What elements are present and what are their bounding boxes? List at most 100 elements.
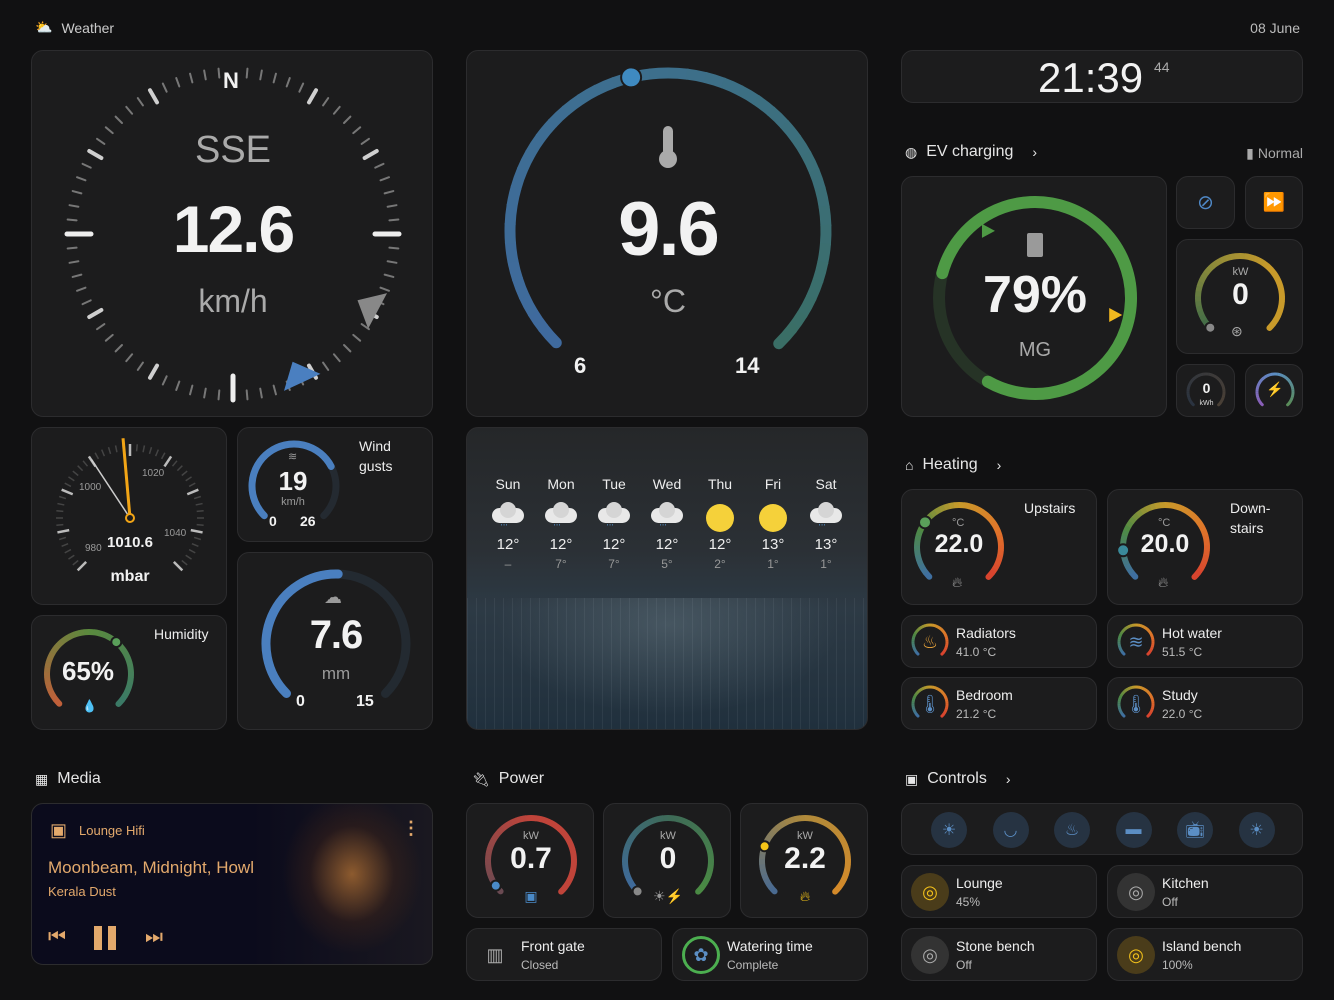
compass-tick (71, 190, 83, 195)
ev-power-card[interactable]: kW 0 ⊛ (1176, 239, 1303, 354)
compass-tick (96, 323, 106, 331)
pressure-tick (196, 523, 204, 526)
ev-solar-card[interactable]: ⚡ (1245, 364, 1303, 417)
thermostat-arc (920, 567, 929, 575)
humidity-arc (115, 697, 125, 707)
scene-tv-button[interactable]: 📺︎ (1177, 812, 1213, 848)
power-arc (505, 819, 514, 828)
forecast-card[interactable]: Sun ''' 12° – Mon ''' 12° 7° Tue ''' 12° 7° Wed ''' 12… (466, 427, 868, 730)
light-tile[interactable]: ◎ Island bench 100% (1107, 928, 1303, 981)
forecast-day[interactable]: Tue ''' 12° 7° (587, 476, 641, 571)
track-title: Moonbeam, Midnight, Howl (48, 858, 254, 877)
power-arc (695, 884, 705, 895)
power-arc (765, 881, 774, 890)
forecast-day[interactable]: Sat ''' 13° 1° (799, 476, 853, 571)
ceiling-light-icon[interactable]: ◎ (1117, 873, 1155, 911)
thermostat-arc (1174, 503, 1181, 511)
watering-time-tile[interactable]: ✿ Watering time Complete (672, 928, 868, 981)
rain-icon: ''' (651, 502, 683, 531)
thermostat-upstairs[interactable]: °C 22.0 🔥︎ Upstairs (901, 489, 1097, 605)
compass-tick (379, 286, 390, 292)
scene-sunrise-button[interactable]: ☀ (931, 812, 967, 848)
heating-section-header[interactable]: ⌂ Heating › (905, 456, 1001, 474)
scene-cake-button[interactable]: ♨ (1054, 812, 1090, 848)
room-temp: 41.0 °C (956, 645, 997, 659)
more-options-icon[interactable]: ⋮ (402, 818, 420, 838)
scene-sunset-button[interactable]: ☀ (1238, 812, 1275, 848)
temperature-arc (525, 133, 546, 157)
weather-title: Weather (61, 19, 115, 36)
forecast-day[interactable]: Wed ''' 12° 5° (640, 476, 694, 571)
rain-card[interactable]: ☁ 7.6 mm 0 15 (237, 552, 433, 730)
fast-forward-button[interactable]: ⏩ (1245, 176, 1303, 229)
power-arc (823, 820, 831, 828)
front-gate-tile[interactable]: ▥ Front gate Closed (466, 928, 662, 981)
ev-energy-card[interactable]: 0 kWh (1176, 364, 1235, 417)
pressure-tick (56, 510, 64, 513)
power-gauge-card[interactable]: kW 0.7 ▣ (466, 803, 594, 918)
forecast-day[interactable]: Sun ''' 12° – (481, 476, 535, 571)
scene-dining-button[interactable]: ◡ (992, 812, 1029, 848)
thermostat-arc (994, 559, 1002, 567)
compass-tick (322, 361, 330, 371)
room-tile[interactable]: 🌡︎ Bedroom 21.2 °C (901, 677, 1097, 730)
mode-icon: ▮ (1246, 145, 1254, 161)
humidity-card[interactable]: 65% 💧 Humidity (31, 615, 227, 730)
humidity-arc (46, 685, 54, 693)
media-player-card[interactable]: ▣ Lounge Hifi ⋮ Moonbeam, Midnight, Howl… (31, 803, 433, 965)
room-tile[interactable]: 🌡︎ Study 22.0 °C (1107, 677, 1303, 730)
weather-section-header: ⛅ Weather (35, 19, 114, 36)
ev-mode[interactable]: ▮ Normal (1246, 145, 1303, 162)
thermostat-arc (990, 520, 999, 529)
ceiling-light-icon[interactable]: ◎ (911, 936, 949, 974)
pressure-tick (142, 445, 146, 453)
chevron-right-icon: › (1005, 771, 1011, 787)
room-tile[interactable]: ♨ Radiators 41.0 °C (901, 615, 1097, 668)
temperature-card[interactable]: 9.6 °C 6 14 (466, 50, 868, 417)
ev-section-header[interactable]: ◍ EV charging › (905, 143, 1037, 161)
ceiling-light-icon[interactable]: ◎ (911, 873, 949, 911)
forecast-day[interactable]: Fri 13° 1° (746, 476, 800, 571)
next-track-button[interactable]: ⏭ (145, 926, 163, 948)
thermostat-arc (917, 562, 926, 571)
room-temp: 22.0 °C (1162, 707, 1203, 721)
stop-charging-button[interactable]: ⊘ (1176, 176, 1235, 229)
pause-button[interactable] (94, 926, 116, 950)
light-tile[interactable]: ◎ Kitchen Off (1107, 865, 1303, 918)
controls-section-header[interactable]: ▣ Controls › (905, 770, 1010, 788)
thermostat-downstairs[interactable]: °C 20.0 🔥︎ Down- stairs (1107, 489, 1303, 605)
ev-solar-arc (1255, 395, 1260, 399)
room-name: Hot water (1162, 625, 1222, 641)
light-tile[interactable]: ◎ Lounge 45% (901, 865, 1097, 918)
thermometer-icon: 🌡︎ (1124, 693, 1148, 714)
wind-compass-card[interactable]: SSE 12.6 km/h N (31, 50, 433, 417)
pressure-tick (68, 554, 75, 560)
temperature-arc (535, 118, 557, 142)
tile-state: Closed (521, 958, 559, 972)
forecast-low: 5° (661, 557, 673, 571)
previous-track-button[interactable]: ⏮ (48, 926, 66, 948)
forecast-day[interactable]: Thu 12° 2° (693, 476, 747, 571)
forecast-day[interactable]: Mon ''' 12° 7° (534, 476, 588, 571)
ev-plug-icon: ⊛ (1231, 323, 1243, 339)
pressure-card[interactable]: 1010.6 mbar 980 1000 1020 1040 (31, 427, 227, 605)
pressure-tick (61, 488, 74, 496)
forecast-day-name: Sat (815, 476, 837, 492)
thermostat-arc (1190, 512, 1199, 521)
ev-energy-arc (1199, 372, 1203, 377)
ev-battery-card[interactable]: 79% MG (901, 176, 1167, 417)
scene-sofa-button[interactable]: ▬ (1115, 812, 1152, 848)
room-tile[interactable]: ≋ Hot water 51.5 °C (1107, 615, 1303, 668)
compass-tick (136, 97, 144, 107)
light-tile[interactable]: ◎ Stone bench Off (901, 928, 1097, 981)
forecast-low: 2° (714, 557, 726, 571)
power-gauge-card[interactable]: kW 0 ☀⚡ (603, 803, 731, 918)
ev-battery-percent: 79% (982, 266, 1088, 324)
compass-tick (388, 218, 400, 222)
ceiling-light-icon[interactable]: ◎ (1117, 936, 1155, 974)
power-gauge-card[interactable]: kW 2.2 🔥︎ (740, 803, 868, 918)
wind-gusts-card[interactable]: ≋ 19 km/h 0 26 Wind gusts (237, 427, 433, 542)
temperature-max: 14 (735, 353, 760, 378)
room-gauge-arc (940, 651, 945, 656)
fast-forward-icon: ⏩ (1262, 192, 1286, 212)
